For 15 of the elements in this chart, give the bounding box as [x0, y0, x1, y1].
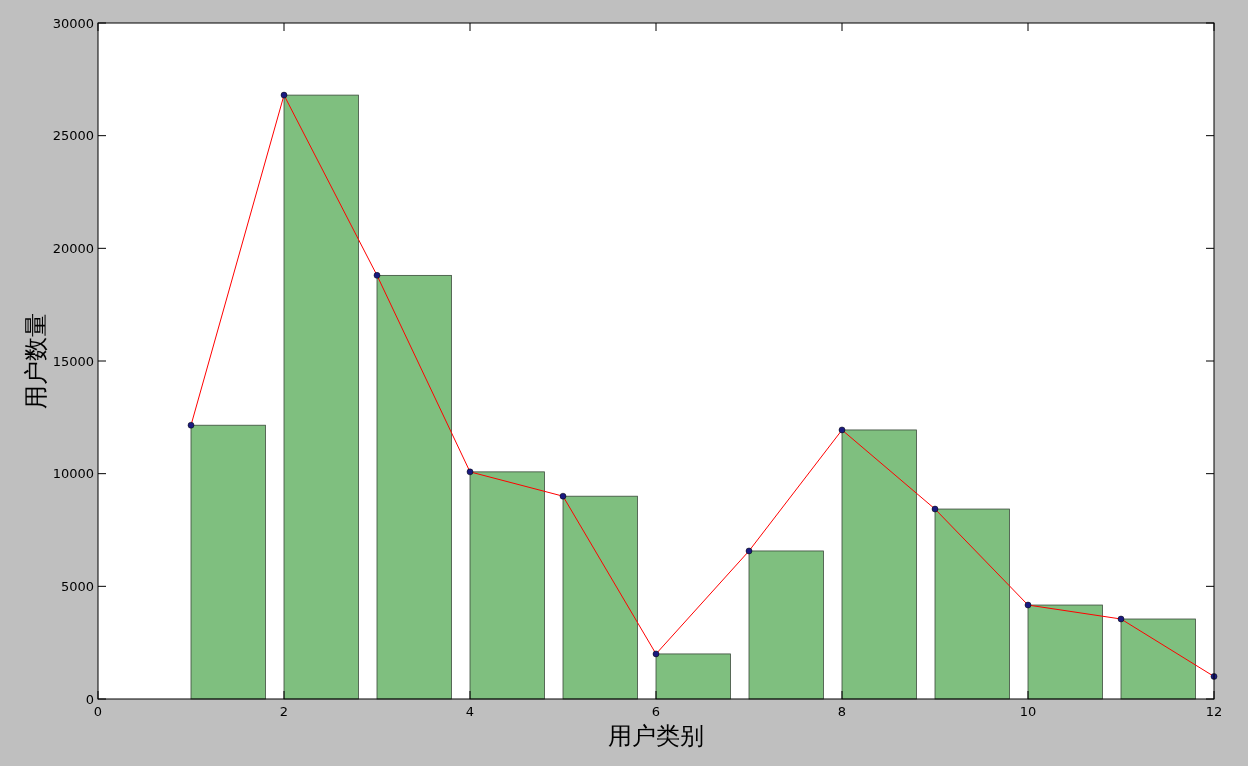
y-tick-label: 20000	[52, 240, 94, 256]
y-tick-label: 10000	[52, 466, 94, 482]
x-tick-label: 6	[651, 704, 661, 719]
y-tick-label: 5000	[60, 578, 94, 594]
x-tick-label: 2	[279, 704, 289, 719]
x-tick-label: 10	[1019, 704, 1037, 719]
x-tick-label: 12	[1205, 704, 1223, 719]
y-axis-title: 用户数量	[23, 313, 49, 409]
x-tick-label: 8	[837, 704, 847, 719]
y-tick-label: 0	[85, 691, 94, 707]
x-tick-label: 4	[465, 704, 475, 719]
y-tick-label: 30000	[52, 15, 94, 31]
y-tick-label: 15000	[52, 353, 94, 369]
y-tick-label: 25000	[52, 128, 94, 144]
x-axis-title: 用户类别	[608, 723, 704, 749]
